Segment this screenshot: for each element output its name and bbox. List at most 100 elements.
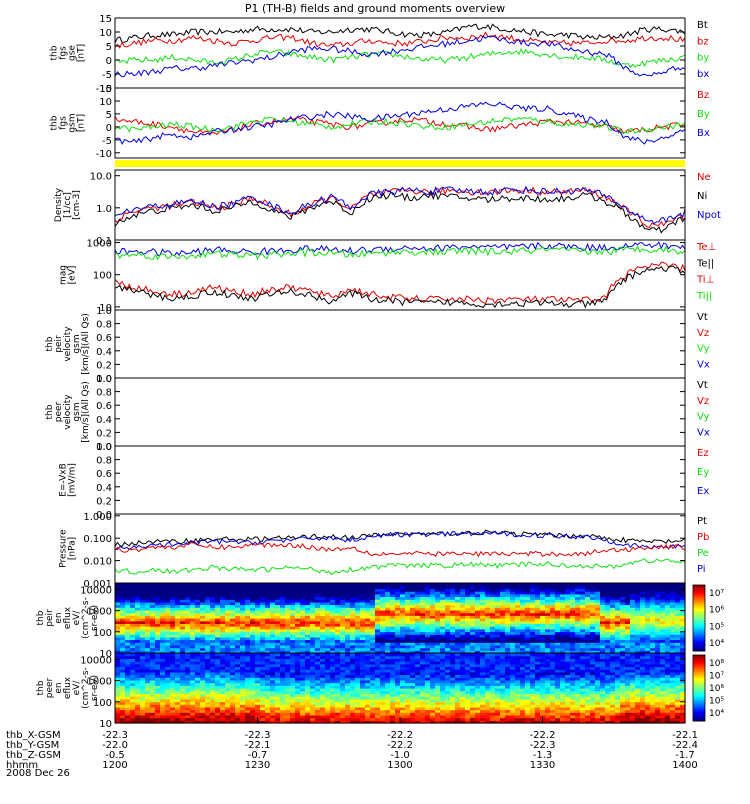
y-axis-label-line: [km/s](All Qs) bbox=[81, 381, 91, 443]
legend-entry: Ey bbox=[697, 467, 709, 478]
spectrogram-peir-spectrogram bbox=[115, 583, 686, 654]
panel-stack: 151050-5-10thbfgsgse[nT]Btbzbybx151050-5… bbox=[36, 14, 724, 730]
legend-entry: Bx bbox=[697, 128, 710, 139]
y-axis-label: thbfgsgsm[nT] bbox=[50, 113, 87, 132]
y-tick-label: 10 bbox=[99, 28, 112, 39]
panel-peer-velocity: 1.00.80.60.40.20.0thbpeervelocitygsm[km/… bbox=[45, 374, 710, 453]
panel-frame bbox=[115, 514, 685, 583]
legend-entry: by bbox=[697, 53, 709, 64]
y-tick-label: 0.2 bbox=[96, 428, 112, 439]
y-tick-label: 1.0 bbox=[96, 442, 112, 453]
y-tick-label: 0.4 bbox=[96, 415, 112, 426]
y-tick-label: 10000 bbox=[80, 585, 112, 596]
legend-entry: Vx bbox=[697, 359, 710, 370]
legend-entry: bx bbox=[697, 69, 709, 80]
y-axis-label: mag[eV] bbox=[59, 265, 78, 285]
legend-entry: Vz bbox=[697, 396, 709, 407]
y-tick-label: 15 bbox=[99, 84, 112, 95]
y-tick-label: 1.0 bbox=[96, 374, 112, 385]
y-tick-label: 5 bbox=[106, 42, 112, 53]
legend-entry: Ex bbox=[697, 486, 709, 497]
y-axis-label: thbpeirenefluxeV/(cm^2-s-sr-eV) bbox=[36, 597, 100, 639]
y-axis-label-line: [cm-3] bbox=[72, 190, 82, 220]
series-line-Ni bbox=[115, 192, 685, 233]
y-axis-label-line: [eV] bbox=[68, 266, 78, 285]
y-tick-label: 1.0 bbox=[96, 306, 112, 317]
colorbar-tick-label: 10⁷ bbox=[709, 589, 724, 599]
panel-peer-spectrogram: 10⁸10⁷10⁶10⁵10⁴10000100010010thbpeerenef… bbox=[36, 653, 724, 730]
legend-entry: Vx bbox=[697, 427, 710, 438]
series-line-Bz bbox=[115, 116, 685, 134]
y-tick-label: 1.000 bbox=[83, 512, 112, 523]
y-tick-label: 10 bbox=[99, 97, 112, 108]
y-tick-label: 0.4 bbox=[96, 483, 112, 494]
series-line-Ti|| bbox=[115, 246, 685, 259]
y-tick-label: 15 bbox=[99, 14, 112, 25]
y-axis-label-line: sr-eV) bbox=[90, 605, 100, 631]
y-axis-label: Density[1/cc][cm-3] bbox=[54, 187, 82, 222]
data-gap-bar bbox=[115, 160, 685, 167]
y-tick-label: 10.0 bbox=[90, 172, 112, 183]
spectrogram-peer-spectrogram bbox=[115, 653, 686, 724]
y-axis-label-line: [nT] bbox=[77, 114, 87, 132]
panel-frame bbox=[115, 18, 685, 88]
colorbar-tick-label: 10⁵ bbox=[709, 622, 724, 632]
y-tick-label: 0 bbox=[106, 56, 112, 67]
panel-peir-spectrogram: 10⁷10⁶10⁵10⁴10000100010010thbpeireneflux… bbox=[36, 583, 724, 660]
panel-frame bbox=[115, 310, 685, 378]
y-axis-label-line: [mV/m] bbox=[68, 463, 78, 497]
y-tick-label: -5 bbox=[102, 70, 112, 81]
y-axis-label: thbfgsgse[nT] bbox=[50, 44, 87, 62]
legend-entry: Bt bbox=[697, 20, 708, 31]
y-tick-label: 0.100 bbox=[83, 534, 112, 545]
legend-entry: Ne bbox=[697, 172, 711, 183]
legend-entry: Vy bbox=[697, 344, 710, 355]
y-tick-label: 0.010 bbox=[83, 557, 112, 568]
y-tick-label: 5 bbox=[106, 110, 112, 121]
y-tick-label: 0.2 bbox=[96, 496, 112, 507]
legend-entry: Pe bbox=[697, 548, 709, 559]
legend-entry: Ti|| bbox=[696, 291, 712, 302]
y-tick-label: 0.6 bbox=[96, 401, 112, 412]
y-tick-label: 0 bbox=[106, 123, 112, 134]
legend-entry: Vy bbox=[697, 412, 710, 423]
legend-entry: Vz bbox=[697, 328, 709, 339]
y-tick-label: 0.6 bbox=[96, 469, 112, 480]
y-tick-label: 100 bbox=[93, 271, 112, 282]
legend-entry: Ez bbox=[697, 448, 709, 459]
colorbar-tick-label: 10⁴ bbox=[709, 639, 724, 649]
series-line-Pe bbox=[115, 559, 685, 575]
figure-title: P1 (TH-B) fields and ground moments over… bbox=[245, 2, 505, 15]
legend-entry: Te|| bbox=[696, 258, 714, 269]
y-axis-label: thbpeirvelocitygsm[km/s](All Qs) bbox=[45, 313, 91, 375]
y-tick-label: -10 bbox=[96, 149, 112, 160]
legend-entry: Pb bbox=[697, 532, 709, 543]
series-line-Pi bbox=[115, 531, 685, 549]
colorbar-tick-label: 10⁶ bbox=[709, 606, 724, 616]
legend-entry: Npot bbox=[697, 210, 721, 221]
legend-entry: By bbox=[697, 109, 710, 120]
y-axis-label-line: [nPa] bbox=[68, 537, 78, 560]
legend-entry: Pt bbox=[697, 516, 707, 527]
legend-entry: bz bbox=[697, 36, 709, 47]
y-tick-label: 1.0 bbox=[96, 204, 112, 215]
y-tick-label: 0.4 bbox=[96, 347, 112, 358]
series-line-Pb bbox=[115, 543, 685, 557]
y-axis-label: E=-VxB[mV/m] bbox=[59, 463, 78, 497]
series-line-Bt bbox=[115, 24, 685, 43]
y-axis-label: Pressure[nPa] bbox=[59, 529, 78, 568]
y-axis-label-line: [nT] bbox=[77, 44, 87, 62]
legend-entry: Bz bbox=[697, 90, 709, 101]
legend-entry: Ti⊥ bbox=[696, 275, 714, 286]
y-tick-label: 1000 bbox=[87, 239, 112, 250]
legend-entry: Vt bbox=[697, 312, 708, 323]
legend-entry: Vt bbox=[697, 380, 708, 391]
series-line-Te⊥ bbox=[115, 262, 685, 304]
y-tick-label: 0.8 bbox=[96, 456, 112, 467]
